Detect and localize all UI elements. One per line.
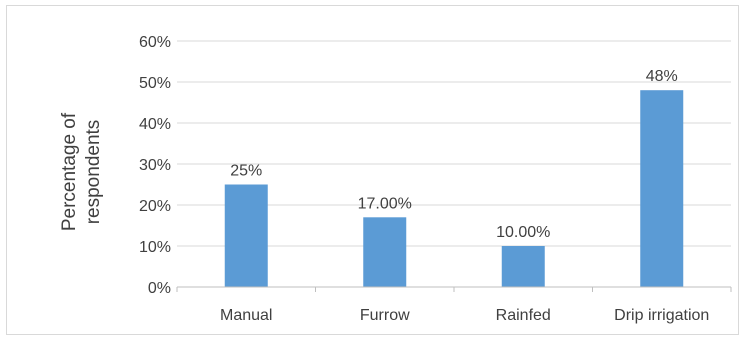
x-axis-tick-labels: Manual Furrow Rainfed Drip irrigation xyxy=(176,287,732,324)
y-axis-title-line-1: Percentage of xyxy=(59,112,80,231)
bar-chart: 0%10%20%30%40%50%60% 25%17.00%10.00%48% … xyxy=(59,34,732,324)
data-label: 17.00% xyxy=(358,195,412,212)
data-labels: 25% 17.00% 10.00% 48% xyxy=(230,68,678,241)
y-tick-label: 30% xyxy=(139,157,171,174)
data-label: 25% xyxy=(230,163,262,180)
y-tick-label: 0% xyxy=(148,280,171,297)
y-tick-label: 10% xyxy=(139,239,171,256)
bar-drip-irrigation xyxy=(640,90,684,287)
x-tick-label: Drip irrigation xyxy=(614,307,709,324)
y-tick-label: 50% xyxy=(139,75,171,92)
y-tick-label: 20% xyxy=(139,198,171,215)
data-label: 48% xyxy=(646,68,678,85)
y-axis-title-line-2: respondents xyxy=(83,120,104,225)
x-tick-label: Rainfed xyxy=(496,307,551,324)
chart-area: 0% 10% 20% 30% 40% 50% 60% 25% 17.00% 10.00% 48% … xyxy=(6,5,739,335)
x-tick-label: Furrow xyxy=(360,307,410,324)
bar-furrow xyxy=(363,217,407,287)
y-tick-label: 40% xyxy=(139,116,171,133)
y-axis-tick-labels: 0% 10% 20% 30% 40% 50% 60% xyxy=(139,34,171,297)
y-tick-label: 60% xyxy=(139,34,171,51)
gridlines xyxy=(177,40,731,247)
bars xyxy=(224,90,684,287)
data-label: 10.00% xyxy=(496,224,550,241)
bar-manual xyxy=(224,184,268,287)
x-tick-label: Manual xyxy=(220,307,272,324)
bar-rainfed xyxy=(501,246,545,287)
